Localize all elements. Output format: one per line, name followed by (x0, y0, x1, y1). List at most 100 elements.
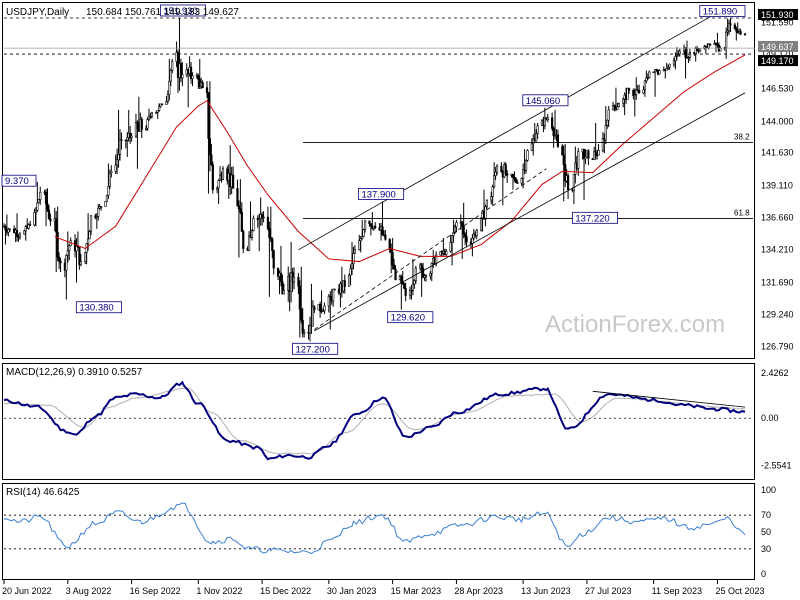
swing-label-text: 9.370 (5, 176, 29, 187)
candle-body (719, 48, 722, 52)
swing-label-text: 151.930 (163, 6, 197, 17)
price-layer: 38.2 61.8 151.930 130.380 9.370 127.200 137.90… (1, 4, 755, 355)
fib-level-label: 61.8 (734, 208, 750, 217)
candle-body (411, 283, 415, 291)
candle-body (68, 245, 71, 251)
candle-body (674, 56, 677, 62)
candle-body (394, 268, 397, 281)
current-price-label: 149.637 (761, 42, 794, 52)
candle-body (617, 103, 620, 108)
candle-body (450, 235, 454, 243)
candle-body (117, 154, 120, 161)
candle-body (743, 33, 747, 36)
candle-body (4, 226, 7, 231)
candle-body (633, 94, 636, 97)
candle-body (272, 250, 275, 269)
candle-body (678, 50, 681, 55)
candle-body (524, 160, 528, 171)
candle-body (149, 116, 152, 118)
swing-label-text: 129.620 (391, 313, 425, 324)
macd-panel-frame (2, 363, 755, 480)
swing-label-box (699, 5, 746, 17)
swing-label-box (75, 301, 122, 314)
candle-body (516, 182, 519, 184)
candle-body (353, 249, 357, 254)
candle-body (392, 264, 396, 270)
candle-body (582, 148, 586, 160)
candle-body (189, 66, 193, 79)
candle-body (266, 216, 270, 229)
candle-body (672, 60, 676, 65)
candle-body (201, 82, 204, 88)
candle-body (221, 168, 225, 180)
candle-body (292, 276, 296, 283)
candle-body (276, 267, 280, 277)
candle-body (349, 268, 352, 276)
candle-body (514, 178, 517, 183)
candle-body (635, 89, 638, 95)
candle-body (120, 139, 123, 141)
candle-body (526, 150, 529, 161)
candle-body (7, 228, 10, 233)
candle-body (530, 143, 533, 151)
candle-body (352, 253, 355, 264)
candle-body (536, 125, 539, 134)
candle-body (232, 174, 235, 189)
candle-body (645, 77, 648, 82)
candle-body (262, 216, 265, 219)
candle-body (36, 202, 39, 211)
price-axis-tick: 134.210 (761, 245, 794, 255)
candle-body (34, 209, 38, 213)
candle-body (391, 252, 394, 266)
candle-body (333, 288, 336, 291)
x-axis-tick: 20 Jun 2022 (2, 586, 52, 596)
candle-body (430, 263, 433, 274)
ema-line (54, 54, 746, 263)
candle-body (205, 87, 209, 94)
candle-body (100, 206, 103, 208)
candle-body (130, 135, 133, 139)
rsi-axis-tick: 30 (761, 544, 771, 554)
candle-body (210, 154, 213, 166)
swing-label-box (292, 342, 339, 355)
candle-body (638, 89, 641, 94)
candle-body (343, 280, 346, 287)
macd-trendline (592, 390, 746, 408)
candle-body (408, 290, 412, 296)
candle-body (197, 75, 200, 80)
candle-body (698, 48, 702, 52)
candle-body (261, 214, 264, 219)
candle-body (129, 133, 132, 139)
candle-body (44, 191, 48, 205)
candle-body (420, 264, 423, 269)
chart-symbol: USDJPY,Daily (6, 7, 69, 18)
candle-body (709, 43, 712, 46)
candle-body (313, 306, 316, 311)
candle-body (494, 171, 497, 176)
candle-body (597, 150, 600, 156)
candle-body (632, 89, 635, 97)
candle-body (24, 226, 27, 232)
rsi-line (3, 502, 746, 555)
candle-body (23, 230, 26, 235)
candle-body (642, 89, 645, 94)
candle-body (648, 71, 651, 78)
dashed-trendline (314, 168, 547, 330)
candle-body (577, 151, 580, 169)
candle-body (79, 261, 82, 266)
candle-body (390, 248, 393, 253)
candle-body (116, 159, 119, 166)
candle-body (15, 230, 19, 237)
candle-body (374, 225, 377, 228)
candle-body (49, 218, 52, 222)
x-axis-tick: 13 Jun 2023 (521, 586, 571, 596)
candle-body (73, 240, 77, 252)
swing-label-box (522, 94, 569, 107)
candle-body (471, 237, 474, 244)
candle-body (89, 215, 93, 232)
candle-body (118, 139, 122, 155)
candle-body (735, 28, 738, 32)
candle-body (675, 54, 678, 57)
rsi-axis-tick: 0 (761, 569, 766, 579)
